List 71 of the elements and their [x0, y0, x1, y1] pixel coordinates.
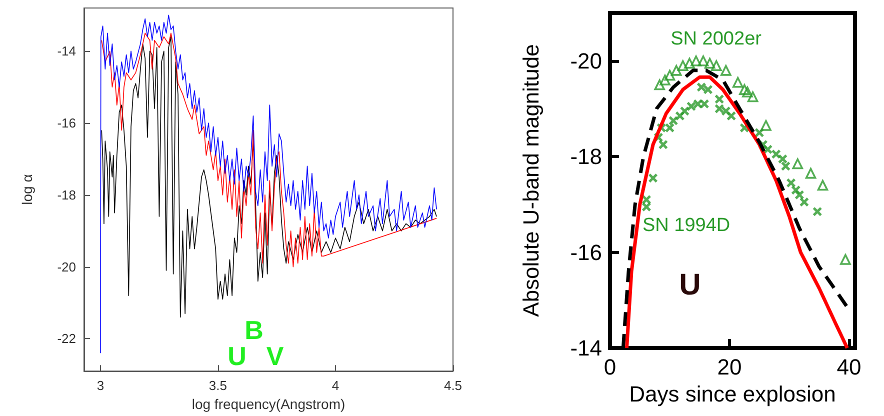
point — [754, 128, 764, 138]
point — [660, 74, 670, 86]
point — [658, 140, 668, 150]
point — [714, 94, 724, 104]
y-tick-label: -16 — [57, 116, 76, 131]
point — [739, 84, 750, 95]
point — [710, 60, 722, 72]
point — [720, 65, 732, 76]
point — [665, 123, 674, 132]
x-tick-label: 0 — [604, 354, 616, 380]
point — [680, 106, 690, 116]
x-tick-label: 4 — [332, 378, 340, 394]
y-tick-label: -20 — [570, 48, 602, 74]
line-series — [101, 36, 437, 318]
y-tick-label: -20 — [57, 259, 76, 274]
point — [726, 111, 736, 120]
y-tick-label: -14 — [570, 336, 602, 360]
point — [714, 104, 724, 114]
point — [763, 144, 772, 154]
point — [812, 207, 822, 216]
annotation: U — [679, 268, 701, 302]
y-axis-title: Absolute U-band magnitude — [518, 44, 544, 317]
y-tick-label: -22 — [57, 331, 76, 346]
x-tick-label: 3.5 — [208, 378, 228, 394]
point — [690, 55, 702, 66]
point — [684, 58, 695, 69]
x-axis-title: log frequency(Angstrom) — [192, 396, 346, 412]
point — [648, 174, 658, 183]
y-tick-label: -18 — [57, 187, 76, 202]
y-axis-title: log α — [19, 174, 35, 205]
point — [800, 198, 809, 207]
line-series — [101, 32, 437, 268]
x-tick-label: 3 — [96, 378, 104, 394]
point — [700, 99, 709, 108]
series-label: SN 2002er — [670, 28, 762, 50]
point — [817, 180, 828, 191]
y-tick-label: -18 — [570, 144, 602, 170]
x-axis-title: Days since explosion — [629, 381, 836, 406]
x-tick-label: 40 — [836, 354, 862, 380]
x-tick-label: 4.5 — [444, 378, 462, 394]
point — [696, 82, 706, 92]
point — [772, 150, 781, 159]
point — [805, 168, 816, 179]
point — [642, 195, 651, 204]
point — [670, 65, 682, 76]
point — [760, 120, 772, 131]
point — [781, 162, 790, 171]
point — [732, 76, 744, 88]
point — [686, 102, 696, 111]
point — [747, 91, 758, 102]
point — [840, 254, 851, 265]
point — [778, 154, 788, 164]
y-tick-label: -16 — [570, 240, 602, 265]
series-label: SN 1994D — [642, 215, 730, 236]
point — [642, 202, 651, 212]
annotation: B — [244, 315, 264, 345]
point — [792, 158, 804, 170]
annotation: V — [266, 341, 284, 371]
point — [786, 178, 796, 188]
point — [654, 79, 665, 90]
point — [668, 116, 678, 126]
y-tick-label: -14 — [57, 44, 76, 59]
point — [678, 60, 688, 72]
point — [794, 190, 804, 200]
annotation: U — [228, 341, 246, 371]
point — [698, 55, 709, 66]
point — [742, 86, 753, 98]
x-tick-label: 20 — [717, 354, 742, 380]
point — [704, 58, 716, 69]
point — [664, 70, 676, 81]
point — [704, 85, 712, 94]
